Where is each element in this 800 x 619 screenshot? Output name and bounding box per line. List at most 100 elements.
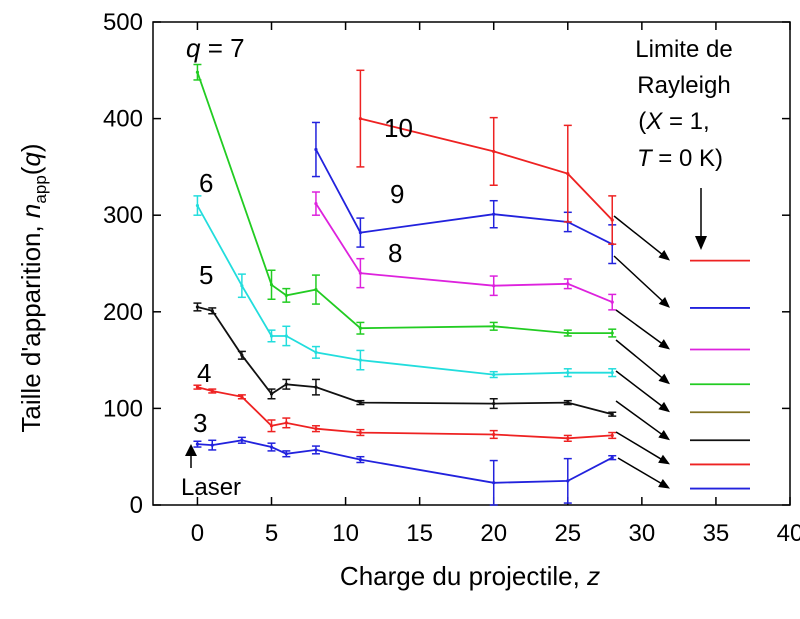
rayleigh-diag-arrow [615, 400, 664, 437]
rayleigh-diag-arrow-head [658, 454, 670, 465]
y-axis-title: Taille d'apparition, napp(q) [16, 143, 50, 432]
data-point [240, 438, 244, 442]
data-point [492, 212, 496, 216]
data-point [314, 202, 318, 206]
series-label: 10 [384, 113, 413, 143]
data-point [284, 382, 288, 386]
series-line [196, 71, 613, 335]
series-label: 3 [193, 408, 207, 438]
data-point [269, 445, 274, 449]
data-point [610, 412, 614, 416]
data-point [358, 271, 362, 275]
data-point [566, 331, 570, 335]
data-point [358, 457, 362, 462]
y-tick-label: 300 [103, 202, 143, 229]
series-5 [193, 63, 617, 338]
rayleigh-diag-arrow [615, 309, 664, 346]
data-point [566, 401, 570, 405]
data-point [314, 350, 318, 354]
data-point [492, 432, 496, 437]
series-label: 6 [199, 168, 213, 198]
data-point [284, 421, 288, 425]
series-label: 4 [197, 358, 211, 388]
rayleigh-label-line: Limite de [635, 36, 732, 63]
data-point [358, 117, 362, 121]
x-tick-label: 5 [265, 520, 278, 547]
data-point [195, 442, 200, 446]
x-axis-title: Charge du projectile, z [340, 561, 600, 591]
data-point [566, 479, 570, 483]
data-point [210, 389, 214, 393]
series-layer [193, 63, 617, 506]
data-point [284, 334, 288, 338]
rayleigh-label-line: Rayleigh [637, 72, 730, 99]
data-point [314, 448, 318, 452]
y-tick-label: 500 [103, 9, 143, 36]
data-point [358, 401, 362, 405]
rayleigh-label-line: (X = 1, [638, 108, 709, 135]
series-label: 8 [388, 238, 402, 268]
data-point [358, 358, 362, 362]
series-line [197, 439, 613, 484]
rayleigh-diag-arrow [615, 370, 665, 409]
series-label: q = 7 [186, 33, 245, 63]
plot-area [152, 21, 791, 506]
laser-label: Laser [181, 474, 241, 501]
data-point [314, 385, 318, 389]
data-point [610, 218, 614, 222]
data-point [210, 443, 214, 447]
x-tick-label: 15 [406, 520, 433, 547]
data-point [240, 353, 244, 357]
series-line [196, 205, 613, 376]
x-tick-label: 25 [554, 520, 581, 547]
y-tick-label: 100 [103, 395, 143, 422]
data-point [492, 372, 496, 377]
data-point [610, 456, 614, 460]
rayleigh-label-line: T = 0 K) [637, 145, 723, 172]
data-point [195, 203, 200, 208]
series-label: 5 [199, 260, 213, 290]
series-3 [193, 302, 617, 417]
data-point [610, 331, 614, 335]
data-point [492, 401, 496, 406]
data-point [269, 424, 274, 428]
x-tick-label: 30 [629, 520, 656, 547]
data-point [240, 284, 244, 288]
data-point [358, 430, 362, 435]
data-point [210, 309, 214, 313]
data-point [240, 395, 244, 399]
data-point [284, 293, 288, 297]
data-point [314, 147, 318, 152]
data-point [314, 287, 318, 292]
data-point [566, 282, 570, 286]
series-labels: 3 4 5 6 q = 7 8 9 10 Laser [181, 33, 413, 501]
laser-arrow-head [185, 444, 197, 456]
x-tick-label: 20 [480, 520, 507, 547]
data-point [566, 436, 570, 440]
data-point [269, 334, 274, 338]
data-point [284, 452, 288, 456]
data-point [566, 371, 570, 375]
y-tick-label: 200 [103, 299, 143, 326]
rayleigh-diag-arrow-head [658, 478, 670, 489]
series-8 [356, 69, 617, 245]
rayleigh-diag-arrow-head [658, 339, 670, 350]
x-tick-label: 35 [703, 520, 730, 547]
rayleigh-diag-arrow [613, 215, 665, 257]
rayleigh-diag-arrow-head [658, 401, 670, 413]
series-label: 9 [390, 179, 404, 209]
data-point [314, 427, 318, 431]
rayleigh-diag-arrow-head [658, 296, 670, 308]
data-point [610, 433, 614, 438]
rayleigh-diag-arrow-head [658, 250, 670, 261]
rayleigh-diag-arrow [615, 431, 664, 461]
x-tick-label: 10 [332, 520, 359, 547]
x-tick-label: 40 [777, 520, 800, 547]
rayleigh-diag-arrow [617, 457, 664, 486]
series-6 [311, 191, 617, 311]
data-point [358, 326, 362, 330]
data-point [610, 371, 614, 375]
plot-frame [152, 21, 791, 506]
rayleigh-arrow-head [695, 236, 707, 250]
